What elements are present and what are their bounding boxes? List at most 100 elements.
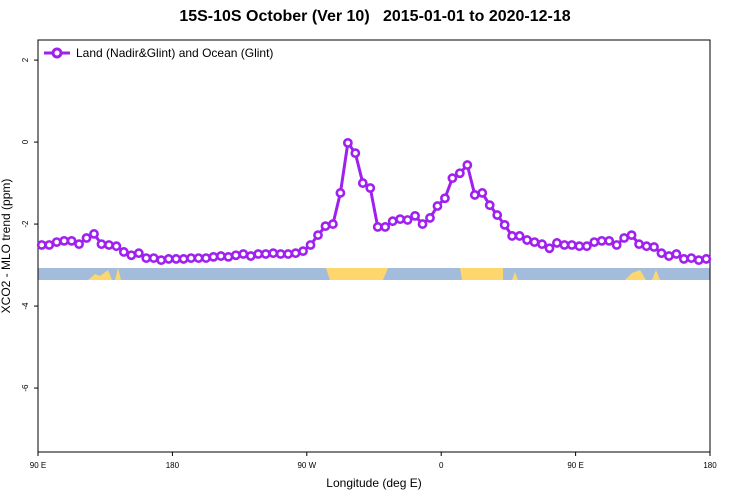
data-point xyxy=(66,235,77,246)
data-point xyxy=(208,251,219,262)
data-point xyxy=(89,229,99,239)
data-point xyxy=(253,249,264,259)
data-point xyxy=(74,239,84,250)
x-tick-label: 90 E xyxy=(30,461,46,470)
data-point xyxy=(447,173,458,184)
data-point xyxy=(230,250,241,261)
legend: Land (Nadir&Glint) and Ocean (Glint) xyxy=(44,46,273,60)
data-point xyxy=(566,240,577,250)
data-point xyxy=(537,239,547,250)
data-point xyxy=(402,215,413,225)
data-point xyxy=(686,253,697,263)
chart-title: 15S-10S October (Ver 10) 2015-01-01 to 2… xyxy=(179,8,570,25)
x-tick-label: 90 W xyxy=(297,461,316,470)
data-point xyxy=(514,231,525,241)
y-tick-label: -6 xyxy=(21,384,30,392)
land-strip xyxy=(115,268,121,280)
data-point xyxy=(395,214,406,225)
data-point xyxy=(148,253,159,263)
y-tick-label: 0 xyxy=(21,139,30,144)
land-strip xyxy=(512,272,518,280)
data-point xyxy=(693,255,704,266)
land-strip xyxy=(460,268,503,280)
data-point xyxy=(193,253,204,263)
data-point xyxy=(440,193,450,204)
data-point xyxy=(529,237,540,248)
data-point xyxy=(290,248,301,259)
data-point xyxy=(611,240,622,250)
data-point xyxy=(156,255,167,266)
data-point xyxy=(634,239,644,250)
data-point xyxy=(350,148,361,159)
data-point xyxy=(522,235,532,245)
data-point xyxy=(133,248,144,259)
data-point xyxy=(96,239,107,250)
x-tick-label: 180 xyxy=(703,461,717,470)
land-strip xyxy=(88,270,112,280)
data-point xyxy=(581,241,592,252)
data-point xyxy=(335,188,346,198)
data-point xyxy=(507,231,518,241)
data-point xyxy=(469,190,480,200)
data-point xyxy=(186,253,196,263)
data-point xyxy=(499,219,510,230)
data-point xyxy=(604,235,615,246)
data-point xyxy=(178,254,189,264)
data-point xyxy=(275,249,286,259)
data-point xyxy=(298,246,308,257)
data-point xyxy=(477,188,488,198)
data-point xyxy=(118,247,129,257)
legend-marker xyxy=(51,47,63,59)
data-point xyxy=(163,254,174,264)
data-point xyxy=(328,219,338,229)
data-point xyxy=(484,200,495,211)
data-point xyxy=(641,241,652,252)
data-point xyxy=(201,253,211,263)
data-point xyxy=(552,238,562,248)
data-point xyxy=(656,248,667,259)
data-point xyxy=(36,240,47,250)
data-point xyxy=(626,230,637,241)
data-point xyxy=(574,241,585,252)
data-point xyxy=(425,213,435,223)
data-point xyxy=(387,216,398,227)
plot-frame xyxy=(37,39,711,453)
data-point xyxy=(701,254,712,264)
land-ocean-mask xyxy=(38,268,710,280)
data-point xyxy=(81,233,92,243)
data-point xyxy=(589,237,600,248)
data-point xyxy=(111,241,122,252)
y-tick-label: -2 xyxy=(21,220,30,228)
x-tick-label: 180 xyxy=(166,461,180,470)
land-strip xyxy=(652,270,660,280)
x-axis-label: Longitude (deg E) xyxy=(326,476,421,490)
data-point xyxy=(126,250,137,261)
x-tick-label: 0 xyxy=(439,461,444,470)
data-point xyxy=(664,251,674,261)
x-tick-label: 90 E xyxy=(567,461,583,470)
data-point xyxy=(410,210,420,221)
data-point xyxy=(238,249,249,259)
data-point xyxy=(357,178,368,188)
data-point xyxy=(305,240,316,250)
data-point xyxy=(245,251,256,261)
data-point xyxy=(432,201,443,211)
data-point xyxy=(559,240,570,250)
y-tick-label: -4 xyxy=(21,302,30,310)
data-point xyxy=(417,219,428,229)
data-point xyxy=(649,242,659,252)
data-point xyxy=(59,235,70,246)
data-point xyxy=(671,249,682,259)
data-point xyxy=(492,210,503,220)
data-point xyxy=(365,183,376,193)
data-point xyxy=(104,240,114,250)
data-point xyxy=(462,160,473,170)
data-point xyxy=(171,254,182,264)
data-point xyxy=(141,253,152,263)
land-strip xyxy=(625,270,646,280)
y-axis-label: XCO2 - MLO trend (ppm) xyxy=(0,179,13,314)
data-point xyxy=(678,254,689,264)
data-point xyxy=(283,249,294,259)
data-point xyxy=(260,249,271,259)
